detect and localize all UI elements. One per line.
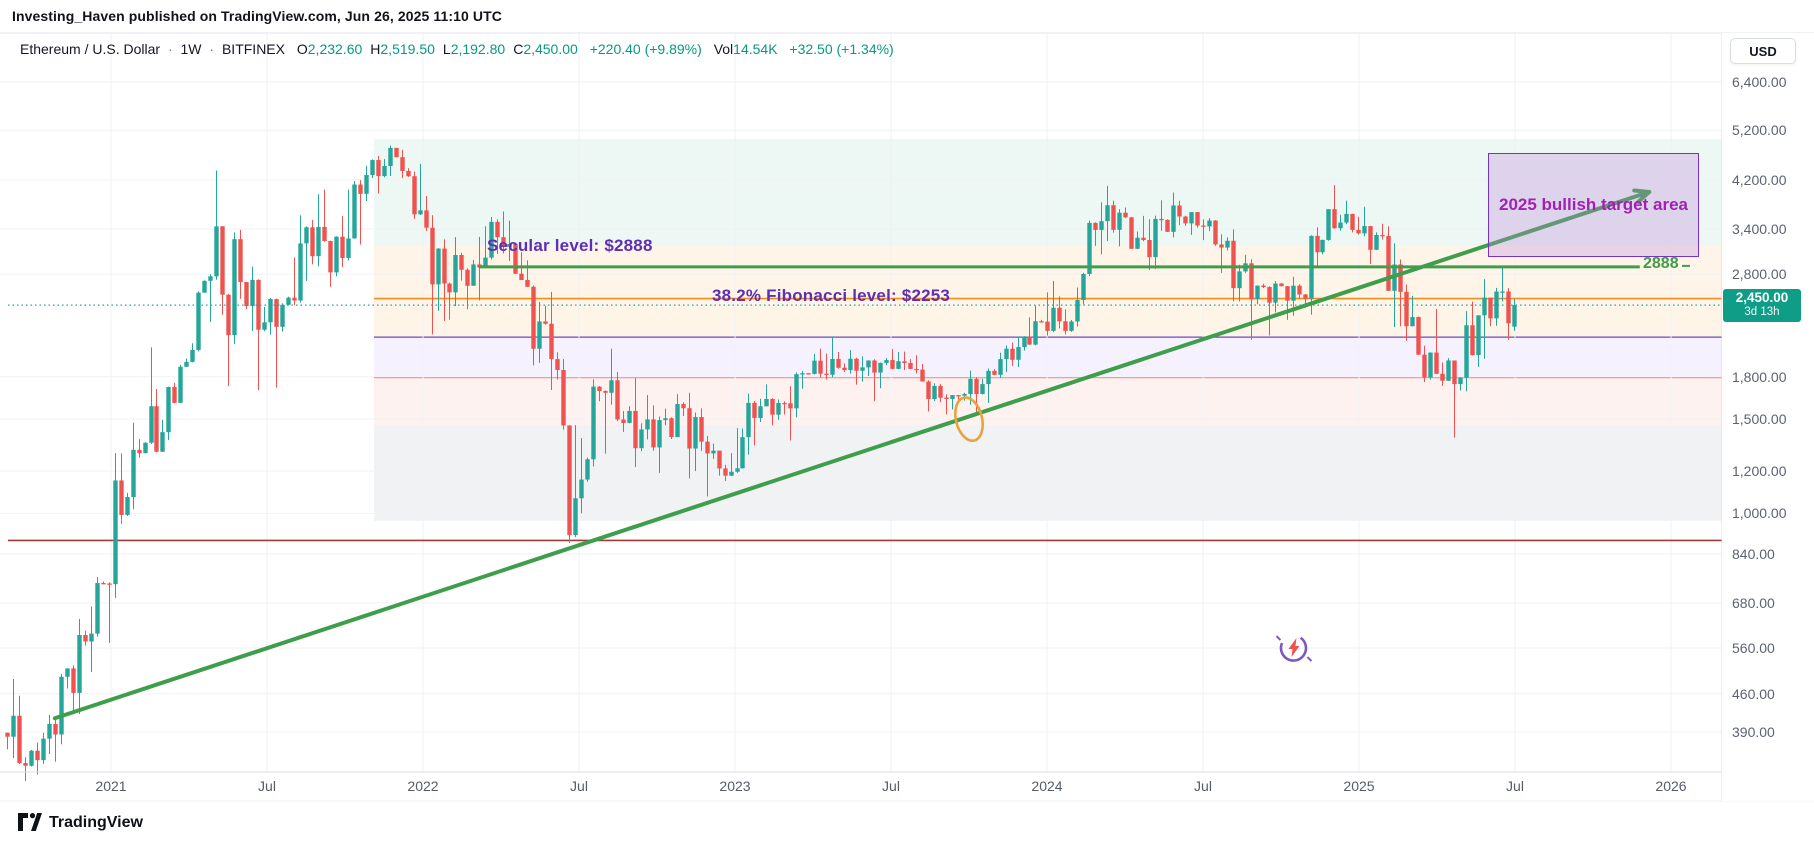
flash-sticker-bolt	[1288, 638, 1300, 658]
current-price-badge: 2,450.00 3d 13h	[1723, 289, 1801, 323]
highlight-ellipse	[954, 396, 984, 442]
ohlc-value: 2,519.50	[380, 41, 435, 57]
trendline	[52, 189, 1652, 721]
flash-sticker-sparkle	[1275, 635, 1282, 641]
fibonacci-level-annotation[interactable]: 38.2% Fibonacci level: $2253	[712, 286, 951, 305]
price-tick-label: 1,200.00	[1732, 462, 1787, 479]
tradingview-brand-text: TradingView	[49, 813, 143, 831]
tradingview-logo-icon	[18, 813, 42, 831]
volume-value: 14.54K	[733, 41, 778, 57]
price-tick-label: 6,400.00	[1732, 74, 1787, 90]
flash-sticker-ring	[1279, 634, 1308, 662]
secular-level-annotation[interactable]: Secular level: $2888	[487, 236, 653, 255]
weekly-change: +220.40 (+9.89%)	[589, 41, 702, 57]
ohlc-key: C	[513, 41, 524, 57]
time-tick-label: 2022	[407, 778, 439, 794]
time-tick-label: 2021	[95, 778, 127, 794]
price-tick-label: 1,800.00	[1732, 368, 1787, 385]
price-tick-label: 840.00	[1732, 545, 1775, 562]
price-tick-label: 5,200.00	[1732, 122, 1787, 139]
tradingview-footer[interactable]: TradingView	[18, 813, 143, 832]
price-axis-panel[interactable]	[1722, 33, 1814, 801]
green-target-zone	[374, 138, 1722, 246]
time-tick-label: Jul	[882, 778, 900, 794]
price-level-2888-label: 2888	[1643, 255, 1679, 272]
bullish-target-area-label: 2025 bullish target area	[1499, 195, 1688, 214]
time-tick-label: Jul	[1194, 778, 1212, 794]
symbol-name: Ethereum / U.S. Dollar	[20, 41, 161, 57]
lavender-zone	[374, 337, 1722, 378]
bullish-target-area-box[interactable]: 2025 bullish target area	[1488, 153, 1699, 257]
volume-change: +32.50 (+1.34%)	[789, 41, 894, 57]
exchange-name: BITFINEX	[221, 41, 285, 57]
ohlc-values: O2,232.60 H2,519.50 L2,192.80 C2,450.00	[289, 41, 578, 57]
price-tick-label: 1,000.00	[1732, 505, 1787, 522]
legend-separator: ·	[209, 41, 215, 57]
price-tick-label: 460.00	[1732, 685, 1775, 702]
time-tick-label: 2024	[1031, 778, 1063, 794]
candlestick-series	[5, 145, 1517, 781]
price-tick-label: 3,400.00	[1732, 220, 1787, 237]
ohlc-key: L	[442, 41, 451, 57]
time-tick-label: 2025	[1343, 778, 1375, 794]
time-tick-label: Jul	[1506, 778, 1524, 794]
ohlc-value: 2,192.80	[450, 41, 506, 57]
volume-label: Vol	[713, 41, 734, 57]
bar-countdown: 3d 13h	[1744, 306, 1780, 319]
published-bar: Investing_Haven published on TradingView…	[12, 8, 502, 24]
time-tick-label: Jul	[570, 778, 588, 794]
ohlc-key: H	[370, 41, 381, 57]
trendline-arrowhead	[1636, 189, 1652, 205]
price-tick-label: 390.00	[1732, 724, 1775, 741]
price-tick-label: 1,500.00	[1732, 411, 1787, 428]
pink-zone	[374, 377, 1722, 426]
time-tick-label: 2026	[1655, 778, 1687, 794]
gray-zone	[374, 425, 1722, 521]
price-tick-label: 680.00	[1732, 594, 1775, 611]
ohlc-value: 2,450.00	[523, 41, 578, 57]
price-tick-label: 560.00	[1732, 640, 1775, 657]
symbol-legend[interactable]: Ethereum / U.S. Dollar · 1W · BITFINEX O…	[20, 41, 894, 57]
legend-separator: ·	[167, 41, 173, 57]
time-tick-label: Jul	[258, 778, 276, 794]
flash-sticker-sparkle	[1306, 656, 1313, 662]
time-tick-label: 2023	[719, 778, 751, 794]
ohlc-key: O	[296, 41, 308, 57]
current-price-value: 2,450.00	[1735, 290, 1789, 306]
price-tick-label: 4,200.00	[1732, 171, 1787, 188]
currency-toggle-button[interactable]: USD	[1730, 38, 1796, 64]
ohlc-value: 2,232.60	[307, 41, 363, 57]
price-tick-label: 2,800.00	[1732, 266, 1787, 283]
timeframe: 1W	[180, 41, 202, 57]
